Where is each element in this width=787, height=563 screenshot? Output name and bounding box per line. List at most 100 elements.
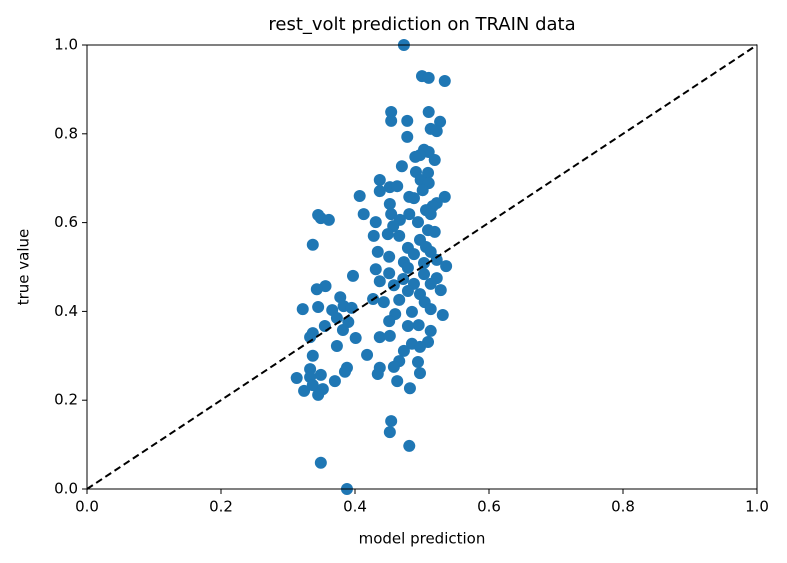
- x-tick-label: 0.4: [343, 498, 367, 516]
- point: [298, 384, 311, 397]
- y-tick-label: 0.0: [54, 480, 78, 498]
- point: [430, 125, 443, 138]
- point: [428, 153, 441, 166]
- point: [411, 356, 424, 369]
- point: [306, 349, 319, 362]
- point: [353, 189, 366, 202]
- point: [397, 344, 410, 357]
- point: [393, 229, 406, 242]
- point: [401, 320, 414, 333]
- point: [440, 260, 453, 273]
- point: [290, 372, 303, 384]
- point: [401, 284, 414, 297]
- y-axis-label: true value: [15, 229, 33, 306]
- point: [411, 216, 424, 229]
- point: [424, 277, 437, 290]
- point: [367, 229, 380, 242]
- point: [418, 268, 431, 281]
- plot-frame: [86, 44, 758, 490]
- point: [383, 315, 396, 328]
- x-tick-label: 0.2: [209, 498, 233, 516]
- y-tick-label: 0.4: [54, 302, 78, 320]
- point: [330, 340, 343, 353]
- point: [424, 208, 437, 221]
- point: [395, 160, 408, 173]
- point: [377, 296, 390, 309]
- point: [371, 245, 384, 258]
- chart-title: rest_volt prediction on TRAIN data: [268, 14, 575, 35]
- point: [413, 340, 426, 353]
- point: [418, 257, 431, 270]
- y-tick-label: 0.6: [54, 213, 78, 231]
- point: [318, 320, 331, 333]
- point: [438, 74, 451, 87]
- point: [371, 368, 384, 381]
- point: [383, 250, 396, 263]
- point: [422, 71, 435, 84]
- point: [405, 305, 418, 318]
- point: [373, 185, 386, 198]
- point: [385, 114, 398, 127]
- point: [314, 456, 327, 469]
- point: [369, 216, 382, 229]
- point: [391, 180, 404, 193]
- point: [312, 388, 325, 401]
- point: [407, 192, 420, 205]
- point: [383, 267, 396, 280]
- point: [430, 253, 443, 266]
- point: [416, 184, 429, 197]
- point: [306, 238, 319, 251]
- point: [338, 365, 351, 378]
- point: [357, 208, 370, 221]
- y-tick-label: 0.2: [54, 391, 78, 409]
- point: [407, 248, 420, 261]
- point: [383, 197, 396, 210]
- point: [310, 283, 323, 296]
- point: [403, 382, 416, 395]
- point: [403, 208, 416, 221]
- point: [434, 284, 447, 297]
- point: [336, 324, 349, 337]
- point: [391, 375, 404, 388]
- point: [361, 348, 374, 361]
- point: [373, 173, 386, 186]
- point: [345, 301, 358, 314]
- y-tick-label: 1.0: [54, 36, 78, 54]
- point: [393, 293, 406, 306]
- point: [383, 329, 396, 342]
- point: [401, 114, 414, 127]
- point: [369, 263, 382, 276]
- point: [434, 115, 447, 128]
- point: [328, 375, 341, 388]
- point: [413, 367, 426, 380]
- x-tick-label: 0.8: [611, 498, 635, 516]
- point: [385, 208, 398, 221]
- point: [383, 426, 396, 439]
- point: [428, 225, 441, 238]
- point: [312, 300, 325, 313]
- point: [412, 319, 425, 332]
- x-tick-label: 0.0: [75, 498, 99, 516]
- point: [346, 269, 359, 282]
- point: [403, 439, 416, 452]
- point: [381, 228, 394, 241]
- point: [409, 150, 422, 163]
- point: [373, 331, 386, 344]
- point: [322, 213, 335, 226]
- point: [436, 308, 449, 321]
- point: [296, 303, 309, 316]
- point: [314, 368, 327, 381]
- point: [306, 379, 319, 392]
- point: [424, 324, 437, 337]
- point: [401, 130, 414, 143]
- identity-line: [86, 44, 758, 490]
- x-tick-label: 1.0: [745, 498, 769, 516]
- point: [373, 275, 386, 288]
- point: [385, 415, 398, 428]
- point: [349, 332, 362, 345]
- point: [422, 106, 435, 119]
- point: [385, 106, 398, 119]
- point: [401, 261, 414, 274]
- y-tick-label: 0.8: [54, 124, 78, 142]
